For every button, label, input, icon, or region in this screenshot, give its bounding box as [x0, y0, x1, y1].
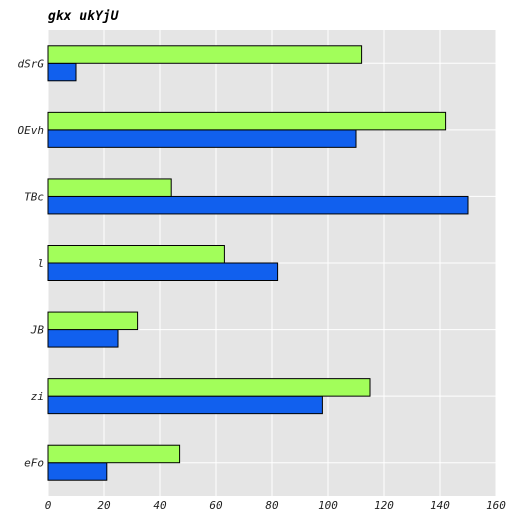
bar-OEvh-series-0: [47, 129, 357, 148]
bar-l-series-1: [47, 245, 225, 264]
bar-TBc-series-1: [47, 178, 172, 197]
x-tick-label-6: 120: [374, 499, 394, 512]
x-tick-label-3: 60: [209, 499, 223, 512]
x-tick-labels: 0 20 40 60 80 100 120 140 160: [45, 499, 507, 512]
y-tick-label-3: l: [37, 257, 44, 270]
bar-dSrG-series-0: [47, 62, 77, 82]
x-tick-label-7: 140: [430, 499, 450, 512]
bar-eFo-series-1: [47, 444, 181, 464]
bar-zi-series-0: [47, 395, 323, 415]
bar-JB-series-1: [47, 311, 139, 331]
bar-dSrG-series-1: [47, 45, 363, 64]
y-tick-labels: eFo zi JB l TBc OEvh dSrG: [18, 57, 45, 469]
y-tick-label-5: OEvh: [18, 124, 45, 137]
x-tick-label-0: 0: [45, 499, 52, 512]
x-tick-label-8: 160: [486, 499, 506, 512]
y-tick-label-1: zi: [31, 390, 44, 403]
bar-TBc-series-0: [47, 195, 469, 215]
chart-title: gkx ukYjU: [48, 9, 120, 24]
x-tick-label-5: 100: [318, 499, 338, 512]
x-tick-label-4: 80: [265, 499, 279, 512]
y-tick-label-6: dSrG: [18, 57, 45, 70]
y-tick-label-2: JB: [30, 324, 45, 337]
bar-l-series-0: [47, 262, 279, 281]
bars: [47, 45, 469, 481]
y-tick-label-0: eFo: [24, 457, 44, 470]
y-tick-label-4: TBc: [24, 190, 44, 203]
bar-zi-series-1: [47, 378, 371, 397]
x-tick-label-1: 20: [97, 499, 111, 512]
x-tick-label-2: 40: [153, 499, 167, 512]
bar-OEvh-series-1: [47, 111, 447, 131]
bar-JB-series-0: [47, 329, 119, 348]
bar-eFo-series-0: [47, 462, 108, 481]
